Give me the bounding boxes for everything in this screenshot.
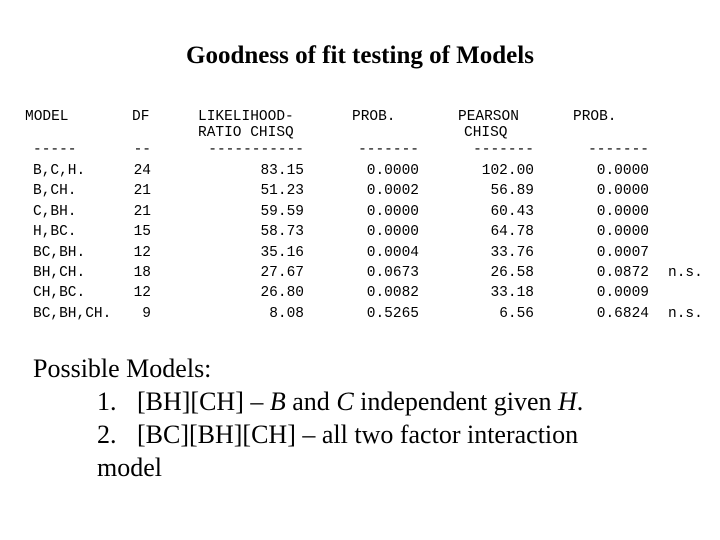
value-cell: 64.78 bbox=[490, 224, 534, 241]
value-cell: 24 bbox=[133, 163, 151, 179]
value-cell: 15 bbox=[133, 224, 151, 241]
value-cell: 0.0000 bbox=[366, 163, 419, 179]
value-cell: 0.0004 bbox=[366, 244, 419, 261]
title: Goodness of fit testing of Models bbox=[186, 42, 534, 69]
value-cell: 33.76 bbox=[490, 244, 534, 261]
item-text: C bbox=[336, 387, 354, 416]
model-cell: C,BH. bbox=[33, 203, 77, 220]
value-cell: 26.58 bbox=[490, 265, 534, 281]
rule: ----------- bbox=[208, 142, 304, 158]
value-cell: 0.0007 bbox=[596, 244, 649, 261]
model-cell: BH,CH. bbox=[33, 265, 86, 281]
model-cell: BC,BH. bbox=[33, 244, 86, 261]
rule: ------- bbox=[473, 142, 534, 158]
item-number: 2. bbox=[97, 420, 117, 449]
note: n.s. bbox=[668, 265, 703, 281]
value-cell: 21 bbox=[133, 183, 151, 200]
value-cell: 0.0673 bbox=[366, 265, 419, 281]
value-cell: 0.0000 bbox=[596, 203, 649, 220]
value-cell: 0.0872 bbox=[596, 265, 649, 281]
model-cell: B,CH. bbox=[33, 183, 77, 200]
value-cell: 51.23 bbox=[260, 183, 304, 200]
value-cell: 60.43 bbox=[490, 203, 534, 220]
value-cell: 0.6824 bbox=[596, 305, 649, 322]
item-text: independent given bbox=[353, 387, 558, 416]
value-cell: 26.80 bbox=[260, 285, 304, 302]
model-item: 2. [BC][BH][CH] – all two factor interact… bbox=[97, 418, 627, 484]
value-cell: 102.00 bbox=[481, 163, 534, 179]
item-text: [BC][BH][CH] – all two factor interactio… bbox=[97, 420, 579, 482]
rule: -- bbox=[133, 142, 151, 158]
model-item: 1. [BH][CH] – B and C independent given H… bbox=[97, 385, 627, 418]
column-header: LIKELIHOOD- bbox=[198, 109, 294, 125]
value-cell: 9 bbox=[142, 305, 151, 322]
value-cell: 0.0002 bbox=[366, 183, 419, 200]
model-cell: BC,BH,CH. bbox=[33, 305, 112, 322]
value-cell: 6.56 bbox=[499, 305, 534, 322]
column-header: CHISQ bbox=[464, 125, 508, 141]
column-header: PROB. bbox=[573, 109, 617, 125]
item-number: 1. bbox=[97, 387, 117, 416]
value-cell: 58.73 bbox=[260, 224, 304, 241]
column-header: MODEL bbox=[25, 109, 69, 125]
value-cell: 0.0000 bbox=[366, 224, 419, 241]
rule: ------- bbox=[358, 142, 419, 158]
item-text: . bbox=[576, 387, 584, 416]
models-heading: Possible Models: bbox=[33, 354, 212, 383]
item-text: and bbox=[285, 387, 337, 416]
value-cell: 0.0000 bbox=[596, 224, 649, 241]
value-cell: 27.67 bbox=[260, 265, 304, 281]
column-header: PROB. bbox=[352, 109, 396, 125]
models: Possible Models: 1. [BH][CH] – B and C in… bbox=[33, 352, 627, 484]
column-header: RATIO CHISQ bbox=[198, 125, 294, 141]
value-cell: 0.0000 bbox=[596, 183, 649, 200]
value-cell: 18 bbox=[133, 265, 151, 281]
model-cell: CH,BC. bbox=[33, 285, 86, 302]
value-cell: 0.0000 bbox=[366, 203, 419, 220]
model-list: 1. [BH][CH] – B and C independent given H… bbox=[97, 385, 627, 484]
value-cell: 12 bbox=[133, 244, 151, 261]
output-table: MODEL DF LIKELIHOOD- RATIO CHISQ PROB. PEARSO… bbox=[25, 109, 703, 322]
rule: ------- bbox=[588, 142, 649, 158]
value-cell: 35.16 bbox=[260, 244, 304, 261]
value-cell: 56.89 bbox=[490, 183, 534, 200]
model-cell: H,BC. bbox=[33, 224, 77, 241]
value-cell: 33.18 bbox=[490, 285, 534, 302]
item-text: H bbox=[558, 387, 577, 416]
model-cell: B,C,H. bbox=[33, 163, 86, 179]
value-cell: 21 bbox=[133, 203, 151, 220]
item-text: B bbox=[269, 387, 286, 416]
rule: ----- bbox=[33, 142, 77, 158]
value-cell: 0.0082 bbox=[366, 285, 419, 302]
value-cell: 8.08 bbox=[269, 305, 304, 322]
value-cell: 0.0009 bbox=[596, 285, 649, 302]
value-cell: 0.5265 bbox=[366, 305, 419, 322]
column-header: DF bbox=[132, 109, 150, 125]
value-cell: 12 bbox=[133, 285, 151, 302]
note: n.s. bbox=[668, 305, 703, 322]
value-cell: 83.15 bbox=[260, 163, 304, 179]
value-cell: 0.0000 bbox=[596, 163, 649, 179]
value-cell: 59.59 bbox=[260, 203, 304, 220]
item-text: [BH][CH] – bbox=[137, 387, 270, 416]
column-header: PEARSON bbox=[458, 109, 519, 125]
